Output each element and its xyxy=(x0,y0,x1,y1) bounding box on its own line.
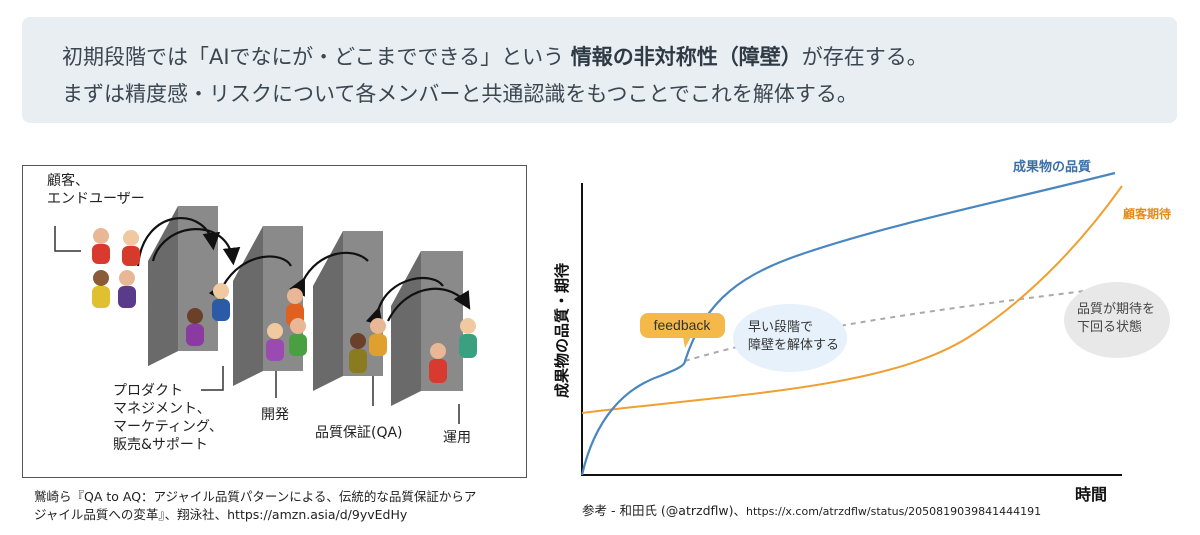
below-callout-line-1: 品質が期待を xyxy=(1077,302,1155,317)
person-ops-2 xyxy=(459,318,477,358)
person-dev-3 xyxy=(289,318,307,356)
label-text: プロダクト xyxy=(113,383,183,399)
banner-line-1: 初期段階では「AIでなにが・どこまでできる」という 情報の非対称性（障壁）が存在… xyxy=(62,39,1177,76)
early-callout-line-2: 障壁を解体する xyxy=(748,338,839,353)
legend-product-quality: 成果物の品質 xyxy=(1013,159,1091,175)
feedback-arrow xyxy=(136,217,221,267)
person-customer-4 xyxy=(118,270,136,308)
feedback-arrow xyxy=(208,255,292,302)
person-dev-2 xyxy=(266,323,284,361)
citation-text: 鷲崎ら『QA to AQ：アジャイル品質パターンによる、伝統的な品質保証からア xyxy=(34,489,477,504)
x-axis-label: 時間 xyxy=(1075,485,1107,504)
early-dismantle-callout: 早い段階で 障壁を解体する xyxy=(733,304,847,372)
early-callout-line-1: 早い段階で xyxy=(748,320,813,335)
label-text: マーケティング、 xyxy=(113,419,223,435)
series-product-quality xyxy=(580,171,1116,476)
citation-url[interactable]: https://x.com/atrzdflw/status/2050819039… xyxy=(745,505,1042,518)
citation-reference: 参考 - 和田氏 (@atrzdflw)、https://x.com/atrzd… xyxy=(582,500,1041,519)
pm-pointer xyxy=(201,366,224,391)
feedback-callout: feedback xyxy=(640,313,725,348)
chart-svg: feedback 早い段階で 障壁を解体する 品質が期待を 下回る状態 成果物の… xyxy=(553,159,1171,504)
person-pm-2 xyxy=(186,308,204,346)
label-customer: 顧客、 エンドユーザー xyxy=(47,172,145,208)
legend-customer-expectation: 顧客期待 xyxy=(1123,206,1171,221)
series-customer-expectation xyxy=(581,185,1123,414)
feedback-label: feedback xyxy=(654,317,712,333)
wall-3 xyxy=(313,231,383,391)
label-qa: 品質保証(QA) xyxy=(315,425,403,441)
feedback-arrow xyxy=(289,251,369,297)
quality-expectation-chart: feedback 早い段階で 障壁を解体する 品質が期待を 下回る状態 成果物の… xyxy=(545,148,1185,508)
person-ops-1 xyxy=(429,343,447,383)
label-development: 開発 xyxy=(261,407,289,423)
banner-text: が存在する。 xyxy=(801,45,928,69)
barrier-illustration xyxy=(54,206,477,424)
below-expectation-callout: 品質が期待を 下回る状態 xyxy=(1064,282,1170,358)
below-callout-line-2: 下回る状態 xyxy=(1077,319,1142,335)
label-operations: 運用 xyxy=(443,430,471,446)
label-text: 販売&サポート xyxy=(113,437,208,453)
y-axis-label: 成果物の品質・期待 xyxy=(553,263,571,398)
label-product-management: プロダクト マネジメント、 マーケティング、 販売&サポート xyxy=(113,382,223,454)
feedback-arrow xyxy=(151,228,241,266)
person-customer-1 xyxy=(92,228,110,264)
citation-prefix: 参考 - 和田氏 (@atrzdflw)、 xyxy=(582,503,746,518)
person-qa-2 xyxy=(349,333,367,373)
header-banner: 初期段階では「AIでなにが・どこまでできる」という 情報の非対称性（障壁）が存在… xyxy=(22,17,1177,123)
feedback-arrow xyxy=(365,277,444,327)
banner-line-2: まずは精度感・リスクについて各メンバーと共通認識をもつことでこれを解体する。 xyxy=(62,82,858,106)
banner-text: 初期段階では「AIでなにが・どこまでできる」という xyxy=(62,45,565,69)
label-text: エンドユーザー xyxy=(47,191,145,207)
label-text: マネジメント、 xyxy=(113,401,211,417)
person-qa-1 xyxy=(369,318,387,356)
person-customer-3 xyxy=(92,270,110,308)
barrier-figure: 顧客、 エンドユーザー プロダクト マネジメント、 マーケティング、 販売&サポ… xyxy=(22,165,527,478)
person-pm-1 xyxy=(212,283,230,321)
projected-quality-line xyxy=(684,285,1126,362)
banner-emphasis: 情報の非対称性（障壁） xyxy=(570,45,802,69)
person-customer-2 xyxy=(122,230,140,266)
customer-pointer xyxy=(54,226,81,252)
citation-text: ジャイル品質への変革』、翔泳社、https://amzn.asia/d/9yvE… xyxy=(34,507,408,522)
wall-4 xyxy=(391,251,463,406)
feedback-arrow xyxy=(387,287,471,322)
label-text: 顧客、 xyxy=(47,173,89,189)
citation-book: 鷲崎ら『QA to AQ：アジャイル品質パターンによる、伝統的な品質保証からア … xyxy=(34,488,514,524)
